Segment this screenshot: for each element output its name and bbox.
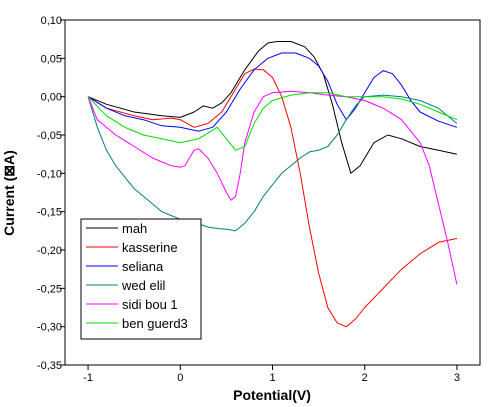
y-tick-label: 0,00 [41,92,62,104]
x-axis-label: Potential(V) [233,387,311,403]
y-tick-label: 0,10 [41,15,62,27]
y-tick-label: -0,35 [37,360,62,372]
x-tick-label: 3 [454,372,460,384]
y-axis-label: Current (⊠A) [1,150,17,236]
y-tick-label: -0,15 [37,207,62,219]
x-tick-label: 2 [362,372,368,384]
series-line-wed-elil [87,94,458,232]
x-tick-label: 1 [269,372,275,384]
legend-label: ben guerd3 [122,316,188,331]
legend-box [80,218,202,340]
series-line-ben-guerd3 [87,92,458,151]
x-tick-label: -1 [83,372,93,384]
series-line-seliana [87,52,458,132]
series-layer [87,41,458,328]
series-line-mah [87,41,458,174]
x-tick-label: 0 [177,372,183,384]
legend-label: kasserine [122,240,178,255]
series-line-sidi-bou-1 [87,90,458,285]
y-tick-label: -0,25 [37,283,62,295]
legend-label: mah [122,221,147,236]
tick-layer: 0,10 0,05 0,00 -0,05 -0,10 -0,15 -0,20 -0,25 -0,… [37,15,460,384]
y-tick-label: -0,05 [37,130,62,142]
y-tick-label: -0,10 [37,168,62,180]
legend-label: wed elil [121,278,165,293]
y-tick-label: -0,30 [37,322,62,334]
legend-label: sidi bou 1 [122,297,178,312]
y-tick-label: 0,05 [41,53,62,65]
legend: mah kasserine seliana wed elil sidi bou 1 ben… [80,218,202,340]
series-line-kasserine [87,68,458,328]
legend-label: seliana [122,259,164,274]
y-tick-label: -0,20 [37,245,62,257]
